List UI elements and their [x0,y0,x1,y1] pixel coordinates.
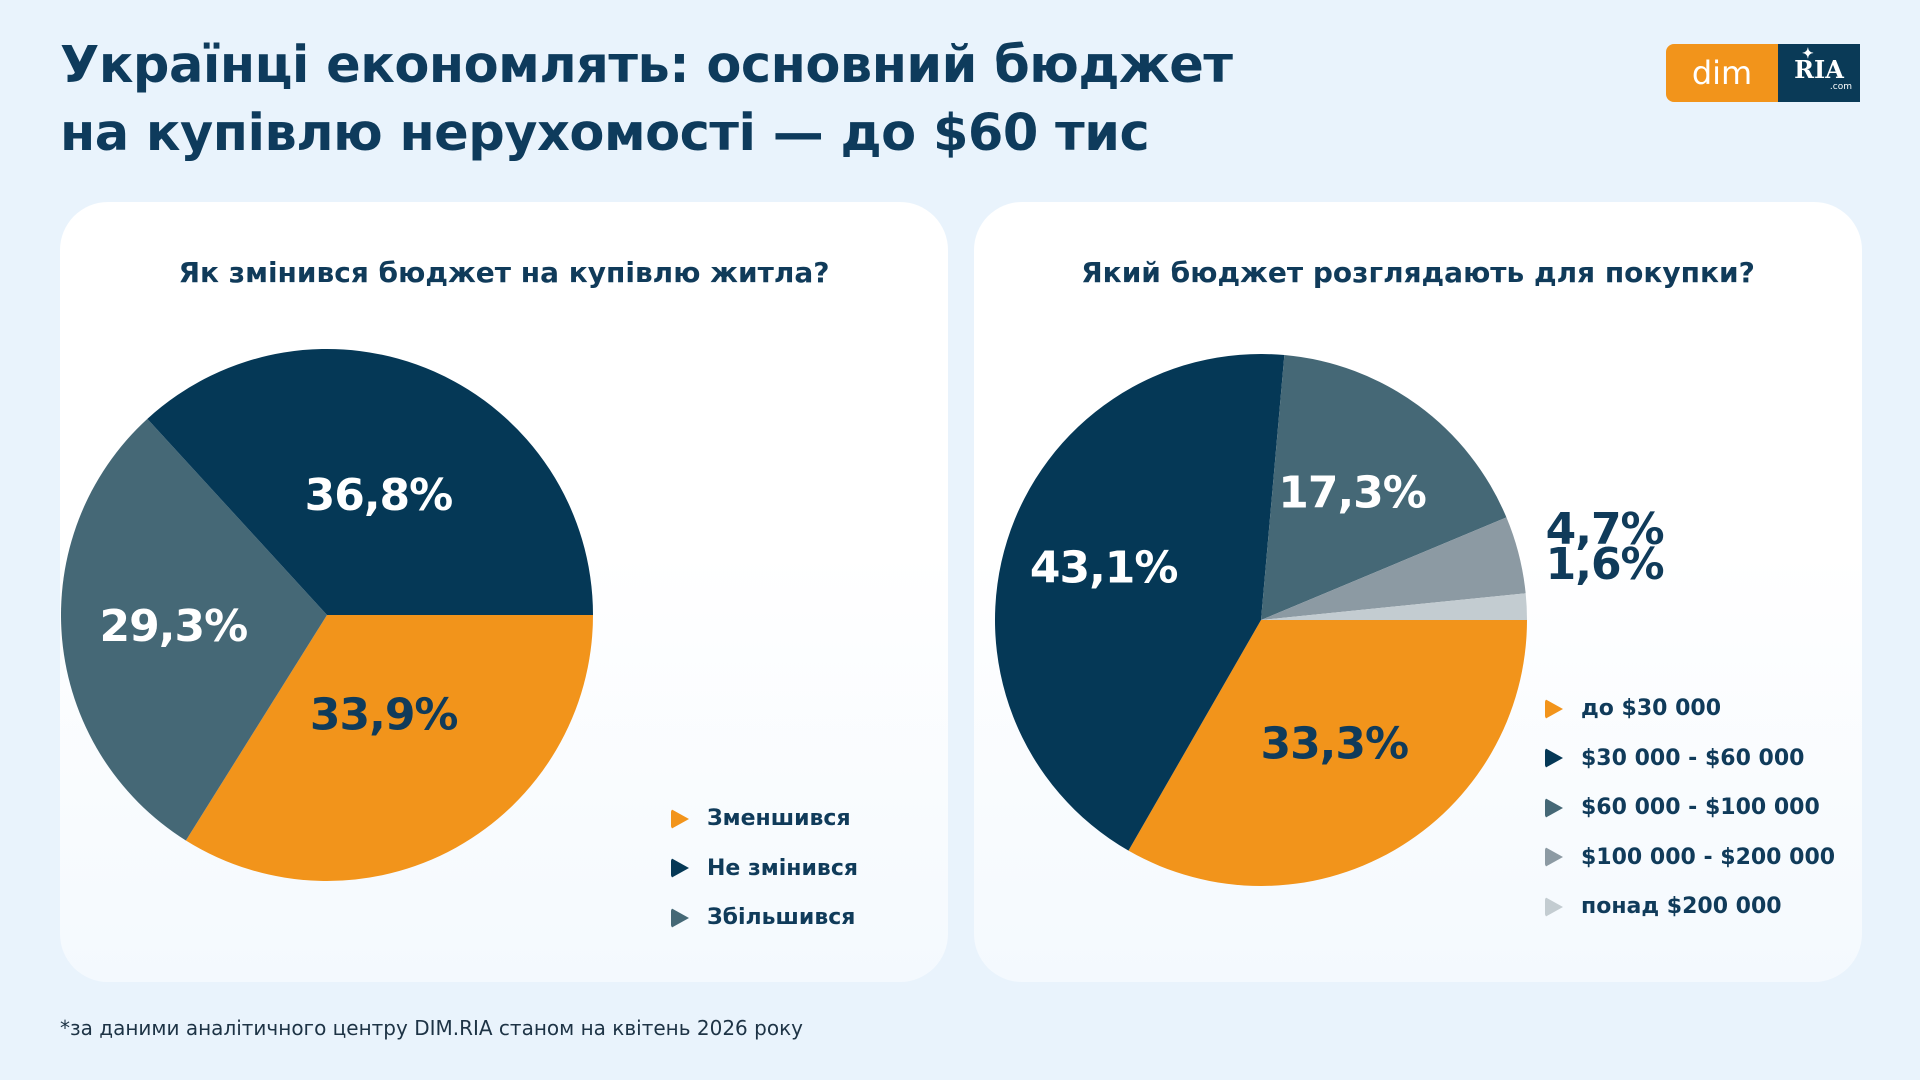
budget-range-pie-chart: 33,3% 43,1% 17,3% 4,7%1,6% [994,354,1665,886]
pie-slice [60,418,328,841]
triangle-marker-icon [1545,847,1563,868]
legend-label: $60 000 - $100 000 [1581,795,1820,821]
legend-item: Збільшився [671,893,858,943]
legend-label: Зменшився [707,806,851,832]
chart-title: Як змінився бюджет на купівлю житла? [178,256,830,289]
slice-value-label: 36,8% [305,470,453,521]
pie-slice [1261,517,1526,620]
pie-slice [994,354,1285,851]
triangle-marker-icon [1545,748,1563,769]
logo-ria-text: RIA [1794,54,1844,84]
legend-label: Не змінився [707,855,859,881]
legend-label: до $30 000 [1581,696,1722,722]
slice-value-label: 17,3% [1278,467,1426,518]
pie-slice [1128,620,1527,886]
slice-value-label: 29,3% [100,601,248,652]
budget-range-legend: до $30 000 $30 000 - $60 000 $60 000 - $… [1545,684,1835,932]
legend-item: понад $200 000 [1545,882,1835,932]
pie-slice [1261,593,1527,620]
logo-ria: ✦ RIA .com [1778,44,1860,102]
legend-label: $30 000 - $60 000 [1581,745,1805,771]
legend-item: Зменшився [671,794,858,844]
dim-ria-logo[interactable]: dim ✦ RIA .com [1666,44,1860,102]
logo-dim: dim [1666,44,1778,102]
triangle-marker-icon [671,858,689,879]
logo-ria-com: .com [1829,81,1852,92]
legend-item: до $30 000 [1545,684,1835,734]
legend-label: понад $200 000 [1581,894,1782,920]
budget-change-card: Як змінився бюджет на купівлю житла? 33,… [60,202,948,982]
triangle-marker-icon [671,808,689,829]
slice-value-label: 33,9% [310,689,458,740]
triangle-marker-icon [1545,698,1563,719]
chart-title: Який бюджет розглядають для покупки? [1081,256,1755,289]
budget-range-card: Який бюджет розглядають для покупки? 33,… [974,202,1862,982]
pie-slice [147,349,593,615]
legend-item: $30 000 - $60 000 [1545,734,1835,784]
budget-change-legend: Зменшився Не змінився Збільшився [671,794,858,943]
legend-label: Збільшився [707,905,856,931]
slice-value-label: 1,6% [1546,539,1664,590]
triangle-marker-icon [1545,896,1563,917]
slice-value-label: 43,1% [1030,543,1178,594]
triangle-marker-icon [671,907,689,928]
pie-slice [185,615,593,881]
page-title: Українці економлять: основний бюджет на … [60,36,1233,163]
pie-slice [1261,355,1507,620]
budget-change-pie-chart: 33,9% 29,3% 36,8% [60,349,593,881]
slice-value-label: 33,3% [1260,719,1408,770]
source-footnote: *за даними аналітичного центру DIM.RIA с… [60,1016,803,1040]
star-icon: ✦ [1802,46,1814,62]
triangle-marker-icon [1545,797,1563,818]
legend-item: $60 000 - $100 000 [1545,783,1835,833]
legend-item: Не змінився [671,844,858,894]
legend-label: $100 000 - $200 000 [1581,844,1836,870]
slice-value-label: 4,7% [1546,504,1664,555]
legend-item: $100 000 - $200 000 [1545,833,1835,883]
